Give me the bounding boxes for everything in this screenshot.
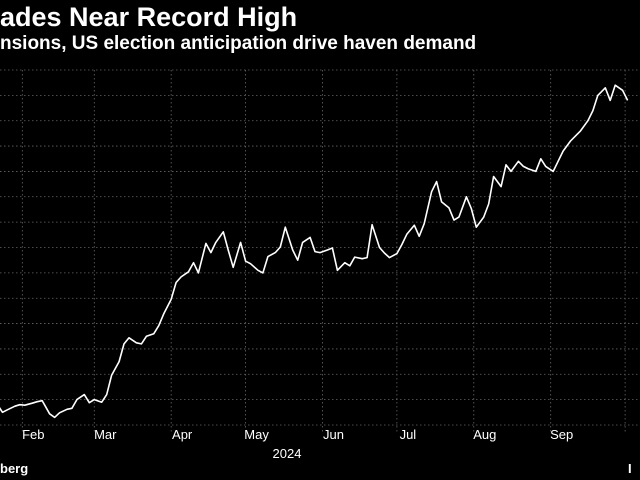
source-label: berg bbox=[0, 461, 29, 476]
chart-grid bbox=[0, 69, 640, 433]
chart-subtitle: nsions, US election anticipation drive h… bbox=[0, 33, 477, 54]
x-tick-label: May bbox=[244, 427, 269, 442]
x-tick-label: Aug bbox=[473, 427, 496, 442]
x-axis-year-label: 2024 bbox=[273, 446, 302, 461]
chart-title: ades Near Record High bbox=[0, 2, 298, 32]
source-right-mark: I bbox=[628, 461, 632, 476]
x-tick-label: Sep bbox=[550, 427, 573, 442]
x-tick-label: Apr bbox=[172, 427, 193, 442]
x-tick-label: Feb bbox=[22, 427, 44, 442]
x-axis-ticks: Feb Mar Apr May Jun Jul Aug Sep bbox=[22, 427, 573, 442]
x-tick-label: Jun bbox=[323, 427, 344, 442]
price-line bbox=[0, 84, 629, 419]
x-tick-label: Jul bbox=[400, 427, 417, 442]
x-tick-label: Mar bbox=[94, 427, 117, 442]
